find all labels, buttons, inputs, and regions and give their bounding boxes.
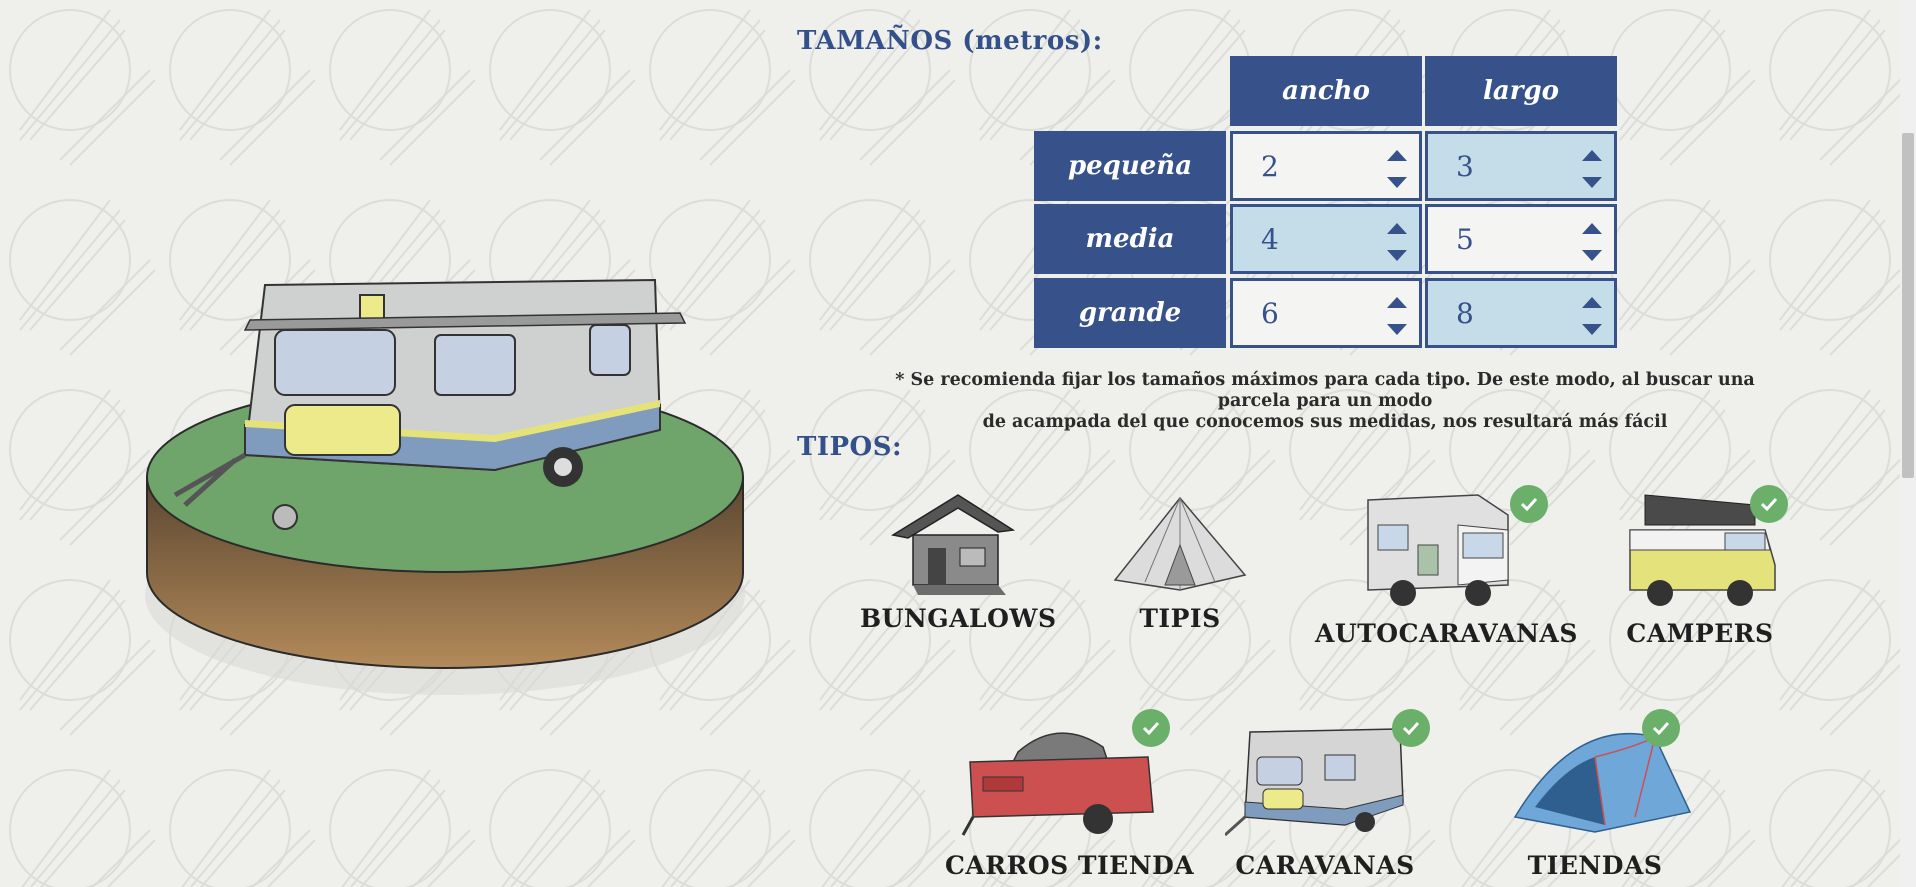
number-stepper[interactable] bbox=[1582, 291, 1604, 341]
note-line-2: de acampada del que conocemos sus medida… bbox=[982, 412, 1668, 432]
decrement-arrow-icon[interactable] bbox=[1582, 250, 1602, 261]
grande-largo-input[interactable]: 8 bbox=[1425, 278, 1617, 348]
pequena-largo-value: 3 bbox=[1456, 149, 1474, 183]
type-label-carros-tienda: CARROS TIENDA bbox=[945, 851, 1195, 880]
pequena-ancho-value: 2 bbox=[1261, 149, 1279, 183]
row-label-pequena: pequeña bbox=[1034, 131, 1226, 201]
media-ancho-input[interactable]: 4 bbox=[1230, 204, 1422, 274]
pequena-largo-input[interactable]: 3 bbox=[1425, 131, 1617, 201]
tent-trailer-icon bbox=[961, 732, 1154, 836]
type-option-autocaravanas[interactable]: AUTOCARAVANAS bbox=[1315, 485, 1578, 648]
media-largo-value: 5 bbox=[1456, 222, 1474, 256]
bungalow-icon bbox=[890, 494, 1015, 595]
grande-ancho-value: 6 bbox=[1261, 296, 1279, 330]
number-stepper[interactable] bbox=[1387, 144, 1409, 194]
scrollbar[interactable] bbox=[1900, 0, 1916, 887]
tipi-icon bbox=[1113, 496, 1247, 591]
type-option-tiendas[interactable]: TIENDAS bbox=[1490, 709, 1700, 880]
grande-largo-value: 8 bbox=[1456, 296, 1474, 330]
type-label-tiendas: TIENDAS bbox=[1527, 851, 1663, 880]
selected-check-icon bbox=[1392, 709, 1430, 747]
dome-tent-icon bbox=[1513, 732, 1692, 833]
increment-arrow-icon[interactable] bbox=[1582, 223, 1602, 234]
increment-arrow-icon[interactable] bbox=[1387, 297, 1407, 308]
size-recommendation-note: * Se recomienda fijar los tamaños máximo… bbox=[860, 370, 1790, 433]
type-label-tipis: TIPIS bbox=[1139, 604, 1221, 633]
number-stepper[interactable] bbox=[1387, 217, 1409, 267]
grande-ancho-input[interactable]: 6 bbox=[1230, 278, 1422, 348]
type-label-autocaravanas: AUTOCARAVANAS bbox=[1315, 619, 1578, 648]
selected-check-icon bbox=[1132, 709, 1170, 747]
media-ancho-value: 4 bbox=[1261, 222, 1279, 256]
decrement-arrow-icon[interactable] bbox=[1387, 250, 1407, 261]
media-largo-input[interactable]: 5 bbox=[1425, 204, 1617, 274]
camper-van-icon bbox=[1629, 494, 1776, 606]
caravan-icon bbox=[1223, 728, 1404, 837]
decrement-arrow-icon[interactable] bbox=[1582, 177, 1602, 188]
column-header-largo: largo bbox=[1425, 56, 1617, 126]
type-label-campers: CAMPERS bbox=[1626, 619, 1774, 648]
increment-arrow-icon[interactable] bbox=[1387, 223, 1407, 234]
decrement-arrow-icon[interactable] bbox=[1582, 324, 1602, 335]
sizes-heading: TAMAÑOS (metros): bbox=[797, 26, 1103, 56]
hero-caravan-illustration bbox=[145, 278, 745, 695]
decrement-arrow-icon[interactable] bbox=[1387, 324, 1407, 335]
increment-arrow-icon[interactable] bbox=[1582, 150, 1602, 161]
note-line-1: * Se recomienda fijar los tamaños máximo… bbox=[895, 370, 1755, 411]
decrement-arrow-icon[interactable] bbox=[1387, 177, 1407, 188]
selected-check-icon bbox=[1510, 485, 1548, 523]
column-header-ancho: ancho bbox=[1230, 56, 1422, 126]
row-label-media: media bbox=[1034, 204, 1226, 274]
type-option-campers[interactable]: CAMPERS bbox=[1610, 485, 1790, 648]
increment-arrow-icon[interactable] bbox=[1387, 150, 1407, 161]
scrollbar-thumb[interactable] bbox=[1902, 133, 1914, 478]
type-option-bungalows[interactable]: BUNGALOWS bbox=[860, 490, 1057, 633]
type-label-caravanas: CARAVANAS bbox=[1235, 851, 1415, 880]
number-stepper[interactable] bbox=[1387, 291, 1409, 341]
type-option-carros-tienda[interactable]: CARROS TIENDA bbox=[945, 709, 1195, 880]
type-option-tipis[interactable]: TIPIS bbox=[1080, 490, 1280, 633]
type-label-bungalows: BUNGALOWS bbox=[860, 604, 1057, 633]
increment-arrow-icon[interactable] bbox=[1582, 297, 1602, 308]
pequena-ancho-input[interactable]: 2 bbox=[1230, 131, 1422, 201]
row-label-grande: grande bbox=[1034, 278, 1226, 348]
types-heading: TIPOS: bbox=[797, 432, 903, 462]
number-stepper[interactable] bbox=[1582, 217, 1604, 267]
selected-check-icon bbox=[1750, 485, 1788, 523]
motorhome-icon bbox=[1366, 494, 1509, 606]
selected-check-icon bbox=[1642, 709, 1680, 747]
type-option-caravanas[interactable]: CARAVANAS bbox=[1223, 709, 1430, 880]
number-stepper[interactable] bbox=[1582, 144, 1604, 194]
